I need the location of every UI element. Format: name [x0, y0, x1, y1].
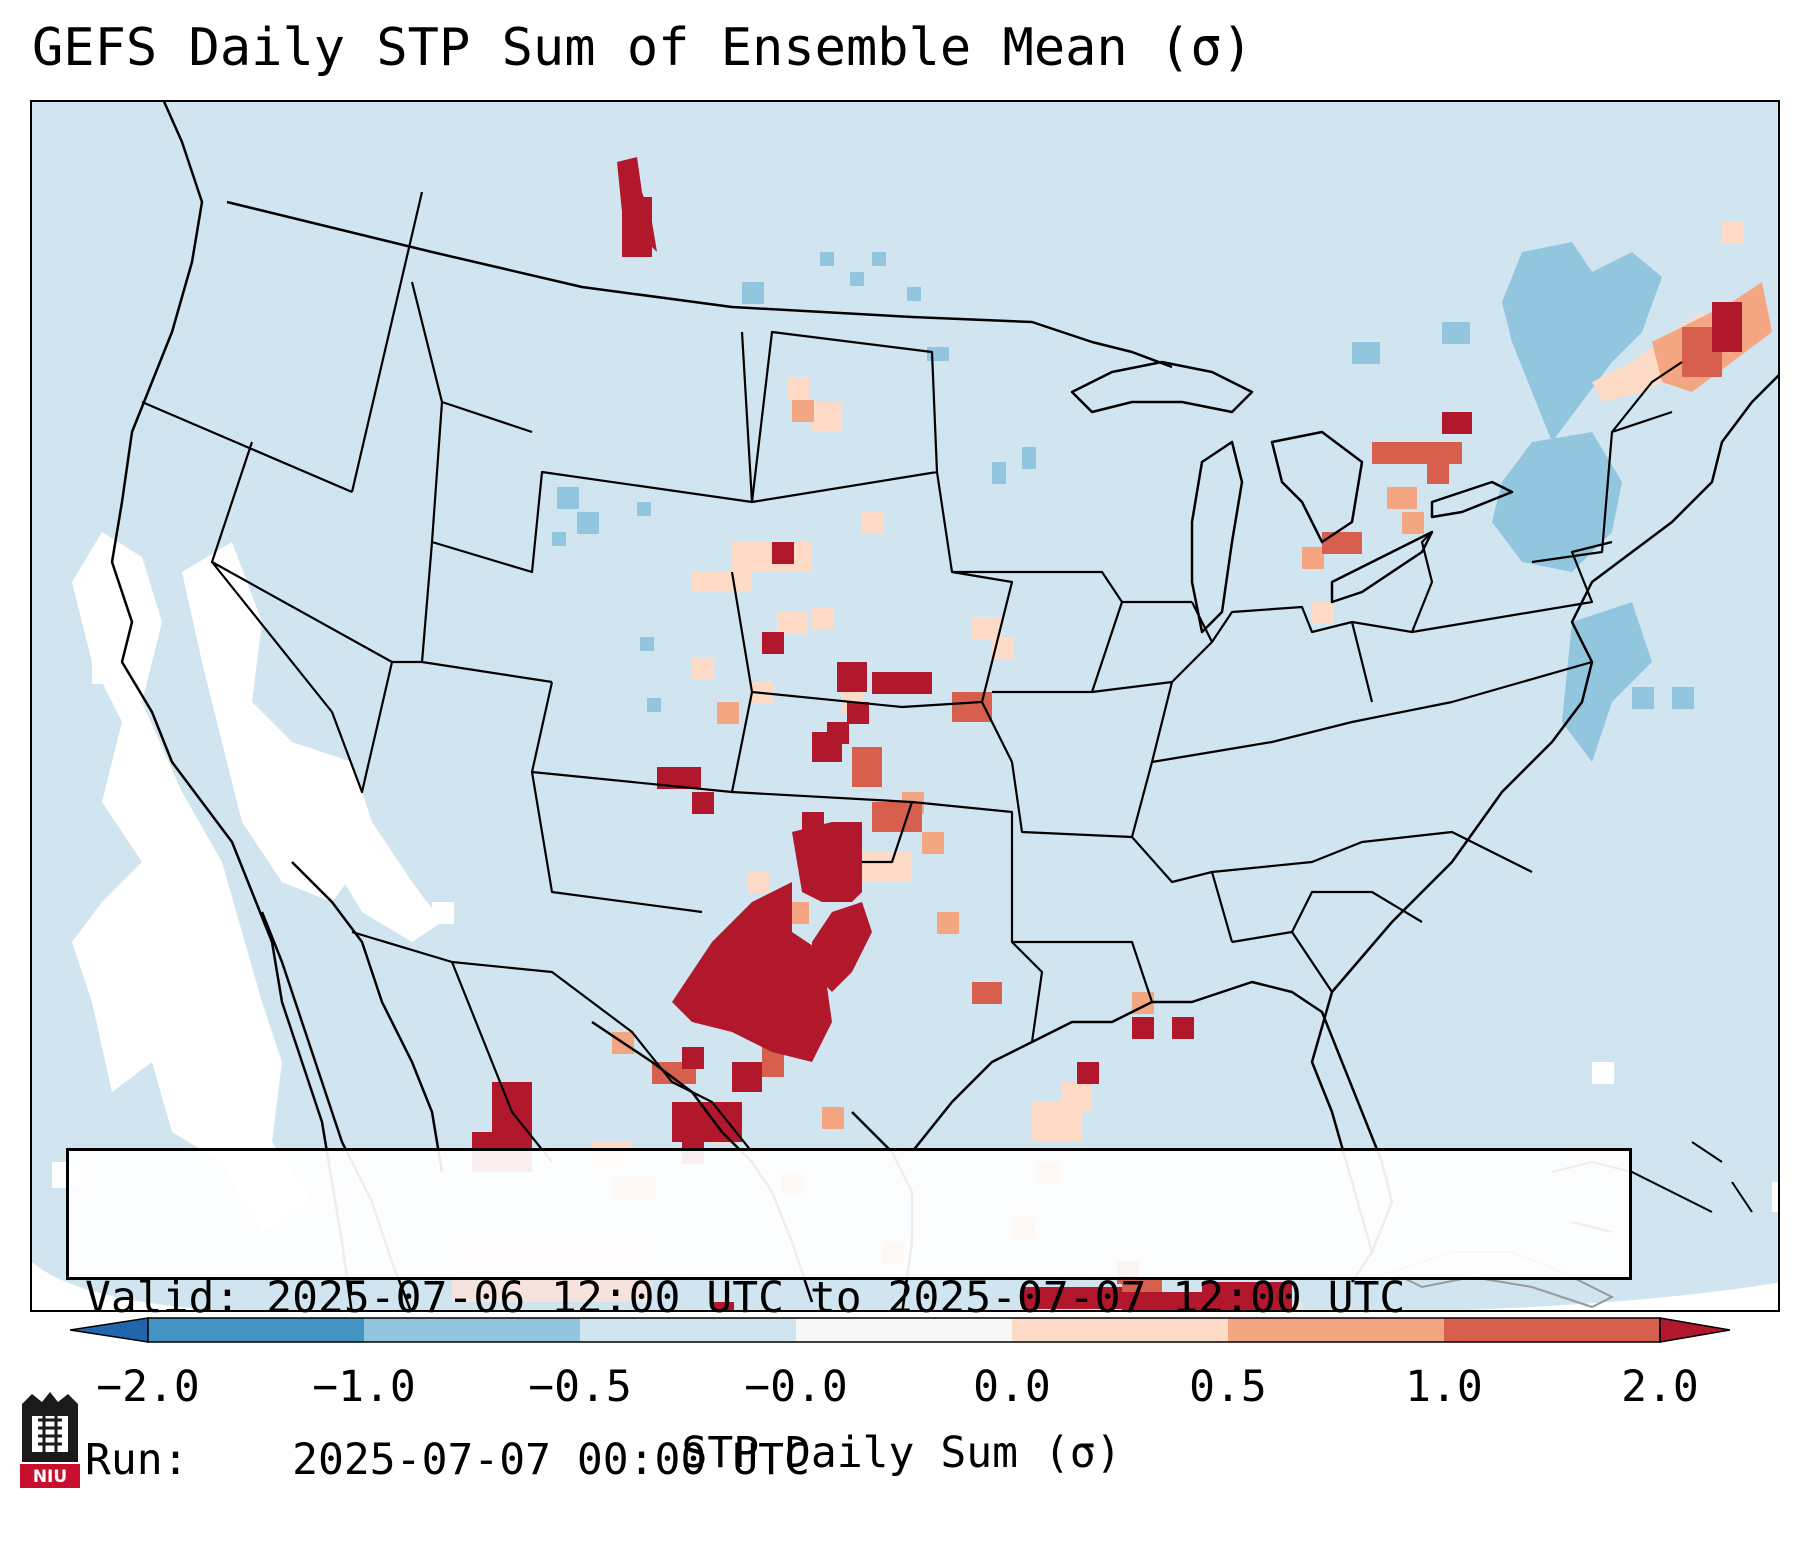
run-line: Run: 2025-07-07 00:00 UTC — [85, 1433, 1629, 1487]
negative-anomaly-cells — [552, 242, 1694, 762]
colorbar — [70, 1317, 1730, 1343]
colorbar-under-triangle — [70, 1317, 149, 1343]
colorbar-tick-1: −1.0 — [312, 1362, 416, 1412]
colorbar-over-triangle — [1659, 1317, 1730, 1343]
colorbar-segment-3 — [796, 1318, 1012, 1342]
west-coast — [110, 102, 353, 1310]
colorbar-segment-0 — [148, 1318, 364, 1342]
colorbar-segment-6 — [1444, 1318, 1660, 1342]
map-title: GEFS Daily STP Sum of Ensemble Mean (σ) — [32, 18, 1253, 78]
lake-superior — [1070, 360, 1254, 414]
map-panel[interactable] — [30, 100, 1780, 1312]
positive-anomaly-cells-strong — [472, 157, 1742, 1310]
colorbar-segment-4 — [1012, 1318, 1228, 1342]
boundaries — [110, 102, 1778, 1310]
colorbar-segment-2 — [580, 1318, 796, 1342]
run-value: 2025-07-07 00:00 UTC — [292, 1435, 810, 1485]
colorbar-tick-2: −0.5 — [528, 1362, 632, 1412]
colorbar-segment-1 — [364, 1318, 580, 1342]
valid-label: Valid: — [85, 1273, 241, 1323]
run-label: Run: — [85, 1435, 189, 1485]
neutral-patches — [52, 532, 1778, 1232]
state-lines — [141, 191, 1683, 1043]
canada-border — [226, 200, 1173, 369]
logo-text: NIU — [33, 1467, 67, 1487]
colorbar-label: STP Daily Sum (σ) — [681, 1428, 1122, 1478]
lake-erie-ontario — [1330, 480, 1514, 604]
colorbar-tick-6: 1.0 — [1405, 1362, 1483, 1412]
niu-logo: NIU — [20, 1392, 80, 1488]
validity-info-box: Valid: 2025-07-06 12:00 UTC to 2025-07-0… — [66, 1148, 1632, 1485]
colorbar-tick-4: 0.0 — [973, 1362, 1051, 1412]
valid-line: Valid: 2025-07-06 12:00 UTC to 2025-07-0… — [85, 1271, 1629, 1325]
mexico-border — [351, 930, 753, 1163]
lake-michigan — [1190, 440, 1244, 634]
colorbar-tick-0: −2.0 — [96, 1362, 200, 1412]
colorbar-tick-5: 0.5 — [1189, 1362, 1267, 1412]
colorbar-tick-3: −0.0 — [744, 1362, 848, 1412]
colorbar-segment-5 — [1228, 1318, 1444, 1342]
valid-value: 2025-07-06 12:00 UTC to 2025-07-07 12:00… — [266, 1273, 1406, 1323]
lake-huron — [1270, 430, 1364, 544]
colorbar-outline — [147, 1317, 1661, 1343]
map-canvas — [32, 102, 1778, 1310]
colorbar-tick-7: 2.0 — [1621, 1362, 1699, 1412]
